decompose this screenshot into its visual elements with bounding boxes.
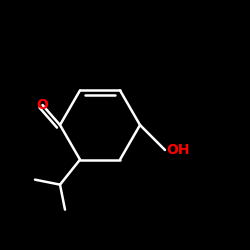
Text: OH: OH bbox=[166, 143, 190, 157]
Text: O: O bbox=[36, 98, 48, 112]
